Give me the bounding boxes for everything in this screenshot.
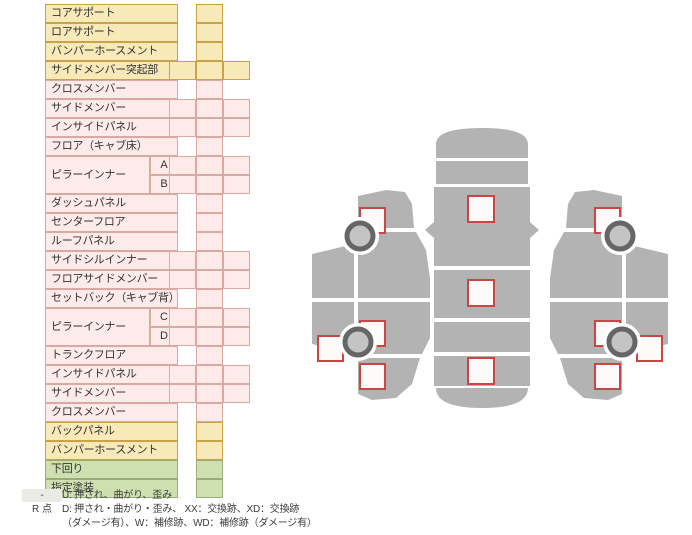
wheel-front-left[interactable] — [344, 220, 376, 252]
legend: - U: 押され、曲がり、歪み R 点 D: 押され・曲がり・歪み、 XX：交換… — [22, 489, 422, 530]
inspection-cell-center[interactable] — [196, 42, 223, 61]
panel-label: サイドメンバー — [45, 384, 178, 403]
marker-left-3[interactable] — [359, 363, 386, 390]
legend-text-u: U: 押され、曲がり、歪み — [62, 490, 172, 501]
inspection-cell-left[interactable] — [169, 384, 196, 403]
inspection-cell-center[interactable] — [196, 270, 223, 289]
inspection-cell-center[interactable] — [196, 137, 223, 156]
inspection-cell-center[interactable] — [196, 99, 223, 118]
panel-label: バンパーホースメント — [45, 42, 178, 61]
inspection-cell-left[interactable] — [169, 308, 196, 327]
inspection-cell-right[interactable] — [223, 251, 250, 270]
inspection-cell-center[interactable] — [196, 308, 223, 327]
inspection-cell-center[interactable] — [196, 289, 223, 308]
inspection-cell-right[interactable] — [223, 99, 250, 118]
inspection-cell-center[interactable] — [196, 403, 223, 422]
panel-label: ピラーインナー — [45, 156, 150, 194]
inspection-cell-right[interactable] — [223, 175, 250, 194]
top-view — [425, 128, 539, 408]
right-side-view — [550, 190, 668, 400]
inspection-cell-left[interactable] — [169, 327, 196, 346]
top-section-trunk — [436, 388, 528, 408]
inspection-cell-center[interactable] — [196, 232, 223, 251]
panel-label: ダッシュパネル — [45, 194, 178, 213]
legend-text-continued: （ダメージ有）、W：補修跡、WD：補修跡（ダメージ有） — [62, 518, 317, 529]
wheel-rear-right[interactable] — [606, 326, 638, 358]
panel-label: サイドメンバー突起部 — [45, 61, 178, 80]
top-section-hood — [436, 128, 528, 158]
inspection-cell-center[interactable] — [196, 61, 223, 80]
inspection-cell-center[interactable] — [196, 80, 223, 99]
inspection-cell-center[interactable] — [196, 422, 223, 441]
inspection-cell-center[interactable] — [196, 23, 223, 42]
vehicle-diagram — [300, 118, 692, 423]
inspection-cell-center[interactable] — [196, 118, 223, 137]
inspection-cell-center[interactable] — [196, 156, 223, 175]
panel-label: サイドシルインナー — [45, 251, 178, 270]
inspection-cell-right[interactable] — [223, 156, 250, 175]
inspection-cell-center[interactable] — [196, 251, 223, 270]
panel-label: ロアサポート — [45, 23, 178, 42]
inspection-cell-right[interactable] — [223, 327, 250, 346]
inspection-cell-left[interactable] — [169, 175, 196, 194]
inspection-cell-left[interactable] — [169, 99, 196, 118]
inspection-cell-center[interactable] — [196, 441, 223, 460]
panel-label: コアサポート — [45, 4, 178, 23]
inspection-cell-center[interactable] — [196, 460, 223, 479]
marker-center-1[interactable] — [467, 195, 495, 223]
panel-label: 下回り — [45, 460, 178, 479]
top-section-2 — [436, 161, 528, 184]
legend-key-r-point: R 点 — [32, 504, 52, 515]
panel-label: センターフロア — [45, 213, 178, 232]
inspection-cell-center[interactable] — [196, 175, 223, 194]
legend-row-u: - U: 押され、曲がり、歪み — [22, 489, 422, 502]
inspection-cell-right[interactable] — [223, 118, 250, 137]
inspection-cell-right[interactable] — [223, 365, 250, 384]
panel-label: フロアサイドメンバー — [45, 270, 178, 289]
panel-label: サイドメンバー — [45, 99, 178, 118]
panel-label: バンパーホースメント — [45, 441, 178, 460]
panel-label: バックパネル — [45, 422, 178, 441]
top-section-rear-1 — [434, 322, 530, 352]
inspection-cell-center[interactable] — [196, 327, 223, 346]
inspection-cell-center[interactable] — [196, 384, 223, 403]
marker-right-3[interactable] — [594, 363, 621, 390]
top-section-mirrors — [425, 222, 539, 266]
panel-label: フロア（キャブ床） — [45, 137, 178, 156]
inspection-cell-left[interactable] — [169, 61, 196, 80]
panel-label: セットバック（キャブ背） — [45, 289, 180, 308]
marker-center-3[interactable] — [467, 357, 495, 385]
inspection-cell-right[interactable] — [223, 61, 250, 80]
inspection-cell-right[interactable] — [223, 308, 250, 327]
vehicle-diagram-svg — [312, 128, 668, 408]
panel-label: クロスメンバー — [45, 403, 178, 422]
wheel-rear-left[interactable] — [342, 326, 374, 358]
inspection-cell-left[interactable] — [169, 365, 196, 384]
inspection-cell-center[interactable] — [196, 194, 223, 213]
panel-label: クロスメンバー — [45, 80, 178, 99]
inspection-cell-center[interactable] — [196, 365, 223, 384]
inspection-cell-center[interactable] — [196, 346, 223, 365]
marker-right-5[interactable] — [636, 335, 663, 362]
panel-label: インサイドパネル — [45, 365, 178, 384]
panel-label: ルーフパネル — [45, 232, 178, 251]
panel-label: トランクフロア — [45, 346, 178, 365]
panel-label: ピラーインナー — [45, 308, 150, 346]
left-side-view — [312, 190, 430, 400]
marker-center-2[interactable] — [467, 279, 495, 307]
inspection-cell-left[interactable] — [169, 270, 196, 289]
inspection-cell-left[interactable] — [169, 118, 196, 137]
inspection-cell-center[interactable] — [196, 4, 223, 23]
legend-text-d: D: 押され・曲がり・歪み、 XX：交換跡、XD：交換跡 — [62, 504, 300, 515]
inspection-cell-center[interactable] — [196, 479, 223, 498]
panel-label: インサイドパネル — [45, 118, 178, 137]
inspection-cell-left[interactable] — [169, 156, 196, 175]
wheel-front-right[interactable] — [604, 220, 636, 252]
inspection-cell-center[interactable] — [196, 213, 223, 232]
inspection-cell-left[interactable] — [169, 251, 196, 270]
legend-row-r: R 点 D: 押され・曲がり・歪み、 XX：交換跡、XD：交換跡 — [22, 503, 422, 516]
inspection-cell-right[interactable] — [223, 270, 250, 289]
inspection-cell-right[interactable] — [223, 384, 250, 403]
legend-key-dash: - — [22, 489, 62, 502]
